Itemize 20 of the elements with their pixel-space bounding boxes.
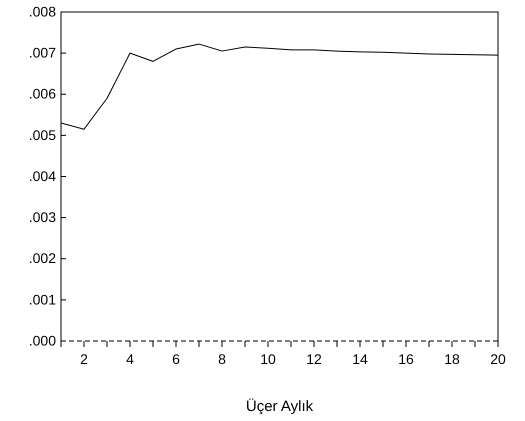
y-tick-label: .001 [28, 291, 56, 308]
x-tick-label: 6 [172, 351, 180, 367]
x-tick-label: 4 [126, 351, 134, 367]
x-tick-label: 14 [352, 351, 368, 367]
y-tick-label: .004 [28, 168, 56, 184]
y-tick-label: .007 [28, 44, 56, 61]
x-tick-label: 10 [260, 351, 276, 367]
x-tick-label: 12 [306, 351, 322, 367]
y-tick-label: .002 [28, 250, 56, 266]
x-axis-title: Üçer Aylık [246, 398, 314, 415]
x-tick-label: 8 [218, 351, 226, 367]
x-tick-label: 2 [80, 351, 88, 367]
y-tick-label: .000 [28, 332, 56, 348]
y-tick-label: .005 [28, 126, 56, 143]
y-tick-label: .006 [28, 86, 56, 102]
x-tick-label: 16 [398, 351, 414, 367]
x-tick-label: 18 [444, 351, 460, 367]
y-tick-label: .008 [28, 3, 56, 20]
y-tick-label: .003 [28, 209, 56, 226]
x-tick-label: 20 [490, 351, 506, 367]
